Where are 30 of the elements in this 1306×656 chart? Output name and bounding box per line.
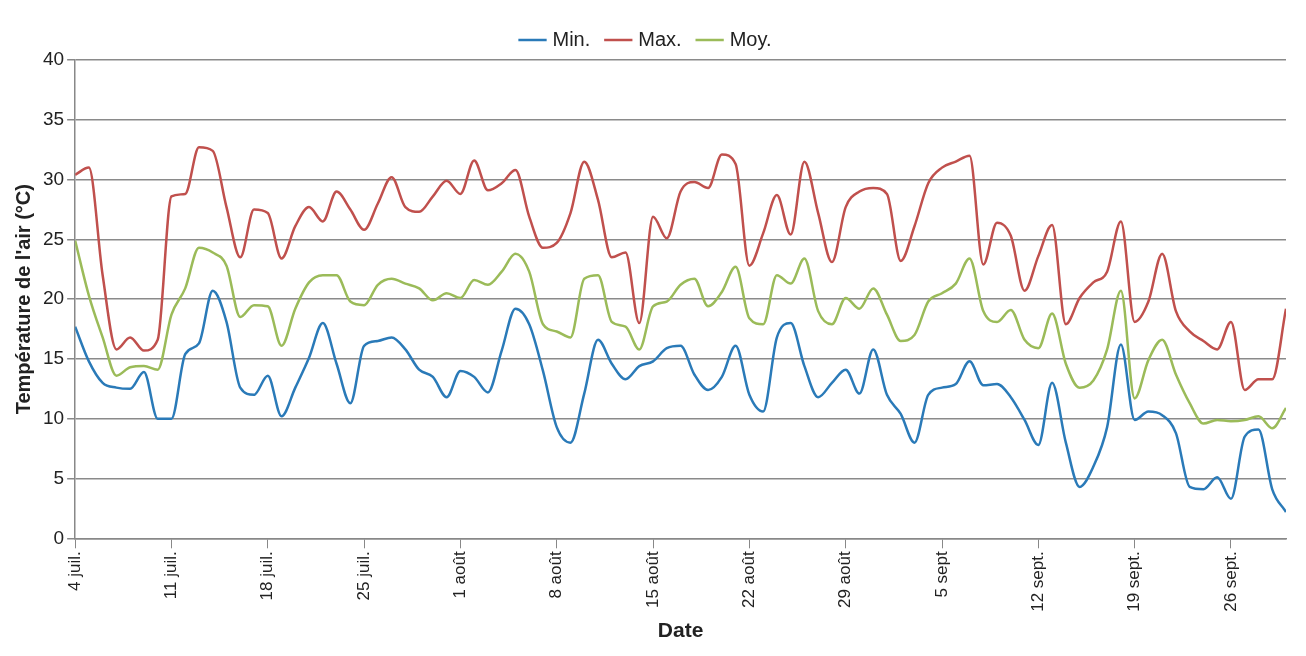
y-tick-label: 0 [53,526,65,548]
y-tick-label: 10 [42,406,65,428]
y-axis-title: Température de l'air (°C) [11,184,34,415]
x-tick-label: 19 sept. [1124,551,1144,612]
x-tick-label: 22 août [739,551,759,609]
x-tick-label: 29 août [835,551,855,609]
x-tick-label: 8 août [546,551,566,599]
x-tick-label: 26 sept. [1220,551,1240,612]
y-tick-label: 40 [42,48,65,70]
y-tick-label: 5 [53,466,65,488]
y-tick-label: 15 [42,347,65,369]
line-series [75,239,1286,430]
y-tick-label: 20 [42,287,65,309]
line-series [75,289,1286,514]
y-tick-label: 30 [42,167,65,189]
y-tick-label: 25 [42,227,65,249]
x-tick-label: 11 juil. [161,551,181,600]
legend-label: Max. [638,27,682,50]
x-tick-label: 1 août [450,551,470,599]
x-tick-label: 4 juil. [64,551,84,591]
legend-label: Moy. [729,27,772,50]
legend-label: Min. [552,27,591,50]
x-tick-label: 12 sept. [1028,551,1048,612]
x-axis-title: Date [657,618,704,642]
y-tick-label: 35 [42,108,65,130]
x-tick-label: 5 sept [931,551,951,598]
x-tick-label: 18 juil. [257,551,277,601]
x-tick-label: 25 juil. [353,551,373,601]
line-series [75,146,1286,392]
x-tick-label: 15 août [642,551,662,609]
